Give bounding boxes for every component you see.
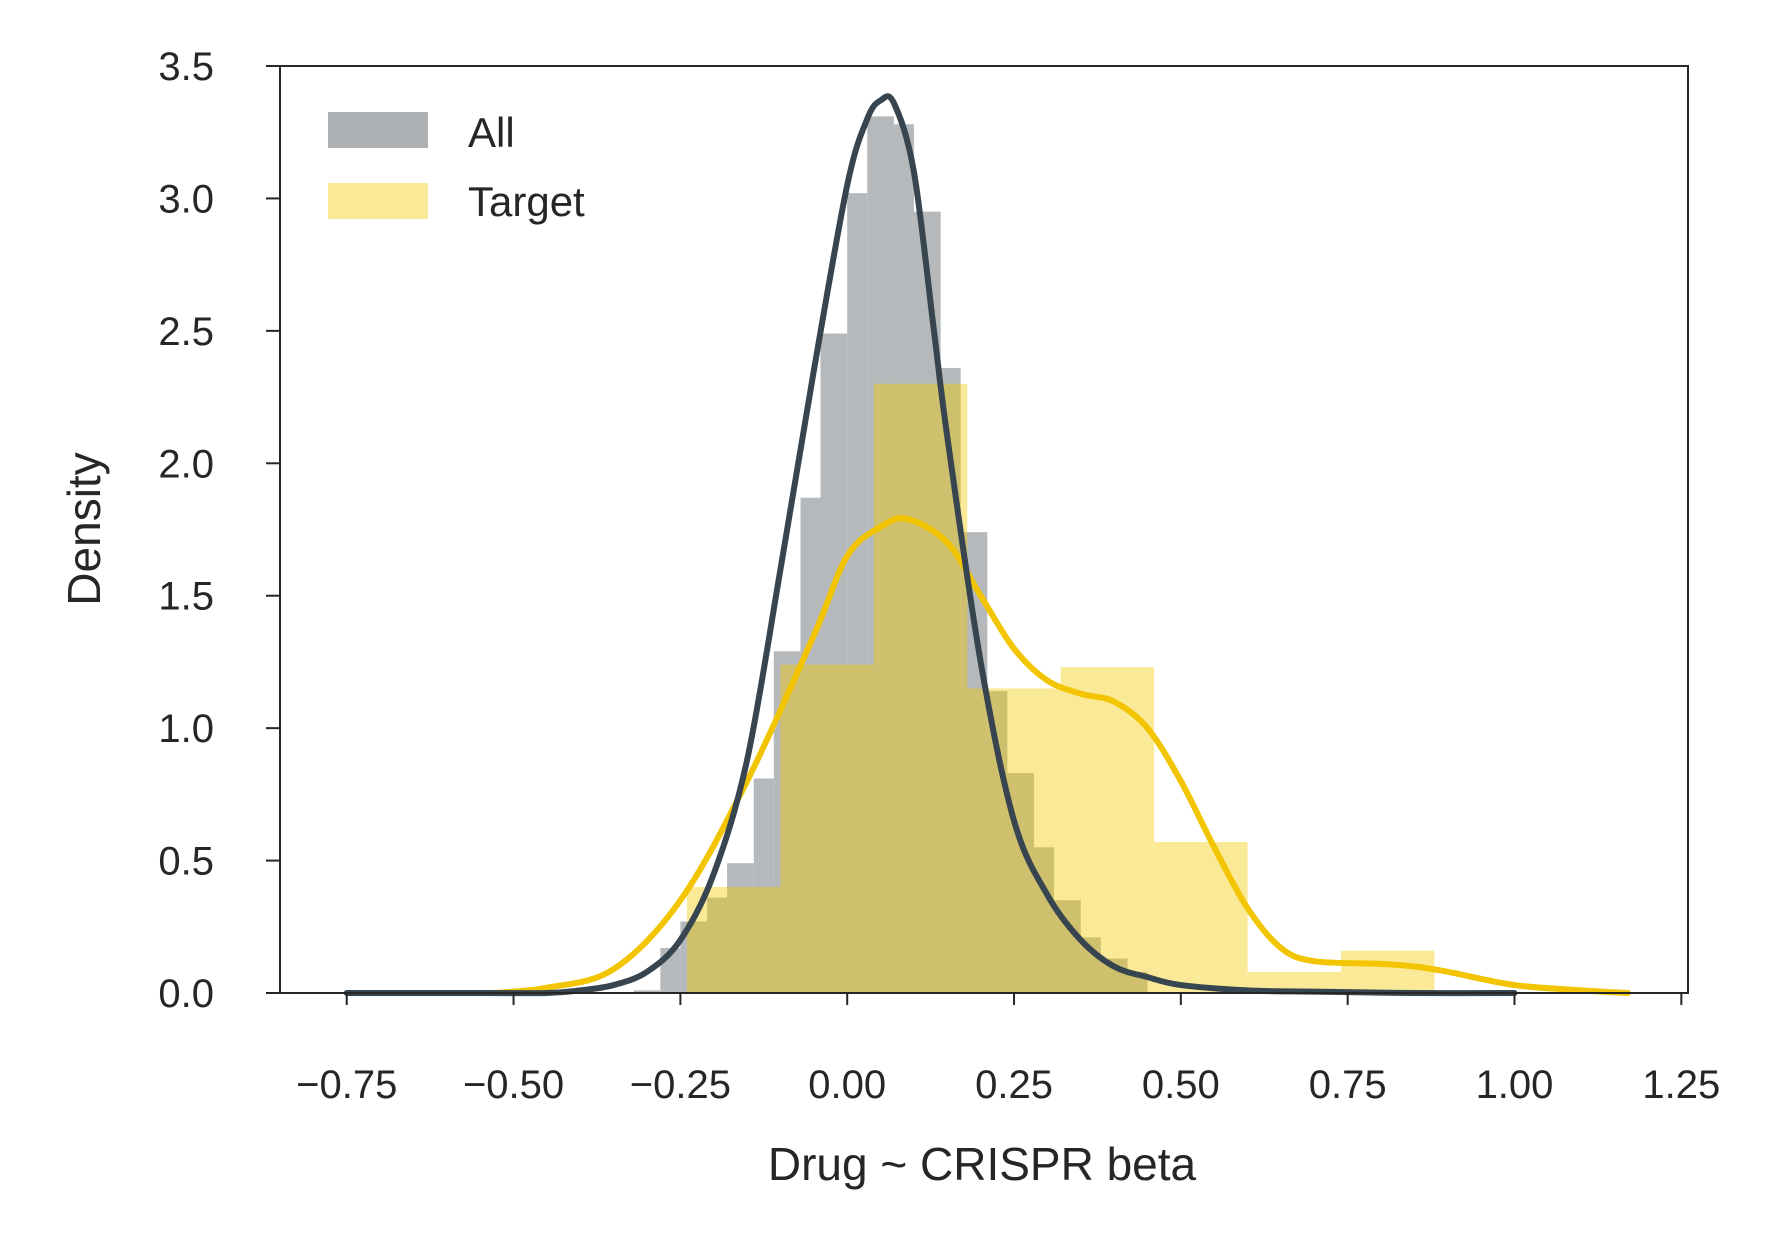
y-tick-label-0: 0.0 — [158, 972, 214, 1016]
y-tick-label-2: 1.0 — [158, 707, 214, 751]
legend-label-all: All — [468, 109, 515, 156]
all-bar-9 — [847, 193, 868, 994]
y-tick-label-7: 3.5 — [158, 45, 214, 89]
all-bar-10 — [867, 116, 894, 993]
x-tick-label-4: 0.25 — [975, 1063, 1053, 1107]
kde-lines — [343, 93, 1631, 997]
all-bar-5 — [753, 778, 774, 993]
all-histogram-bars — [633, 116, 1148, 994]
legend-label-target: Target — [468, 178, 585, 225]
x-axis: −0.75 −0.50 −0.25 0.00 0.25 0.50 0.75 1.00 1.25 — [296, 993, 1720, 1107]
x-tick-label-0: −0.75 — [296, 1063, 397, 1107]
y-tick-label-5: 2.5 — [158, 310, 214, 354]
y-axis-label: Density — [58, 452, 110, 605]
all-bar-4 — [727, 863, 754, 993]
all-bar-3 — [707, 897, 728, 993]
all-bar-0 — [633, 990, 661, 993]
target-bar-1 — [780, 664, 874, 993]
target-bar-4 — [1060, 667, 1155, 993]
y-axis: 0.0 0.5 1.0 1.5 2.0 2.5 3.0 3.5 — [158, 45, 280, 1016]
x-tick-label-1: −0.50 — [463, 1063, 564, 1107]
y-tick-label-3: 1.5 — [158, 575, 214, 619]
x-tick-label-7: 1.00 — [1476, 1063, 1554, 1107]
legend-swatch-target — [328, 183, 428, 219]
x-tick-label-6: 0.75 — [1309, 1063, 1387, 1107]
x-tick-label-2: −0.25 — [630, 1063, 731, 1107]
plot-area — [343, 93, 1631, 997]
x-tick-label-3: 0.00 — [808, 1063, 886, 1107]
target-kde-line — [490, 515, 1631, 996]
x-tick-label-5: 0.50 — [1142, 1063, 1220, 1107]
target-bar-5 — [1154, 842, 1248, 993]
target-bar-6 — [1247, 971, 1342, 993]
x-tick-label-8: 1.25 — [1642, 1063, 1720, 1107]
target-histogram-bars — [687, 383, 1435, 993]
target-bar-7 — [1341, 950, 1435, 993]
legend-swatch-all — [328, 112, 428, 148]
y-tick-label-6: 3.0 — [158, 177, 214, 221]
all-bar-7 — [800, 497, 821, 993]
y-tick-label-1: 0.5 — [158, 840, 214, 884]
axes-frame — [279, 65, 1689, 994]
all-bar-13 — [940, 367, 961, 993]
target-bar-3 — [967, 688, 1061, 993]
legend: All Target — [328, 109, 585, 225]
all-kde-line — [343, 93, 1518, 997]
x-axis-label: Drug ~ CRISPR beta — [768, 1138, 1197, 1190]
all-bar-11 — [893, 124, 914, 994]
all-bar-8 — [820, 333, 848, 993]
y-tick-label-4: 2.0 — [158, 442, 214, 486]
